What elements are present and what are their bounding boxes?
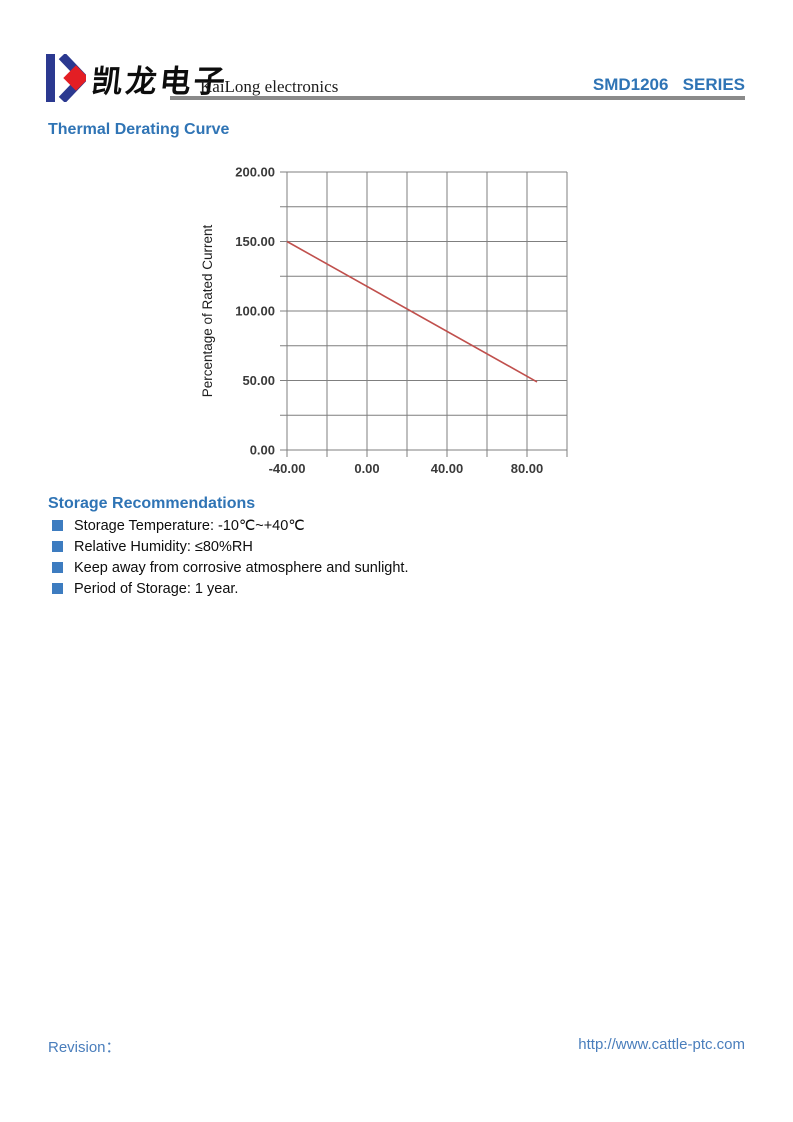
revision-label: Revision： [48,1039,121,1056]
bullet-square-icon [52,541,63,552]
bullet-square-icon [52,562,63,573]
thermal-derating-chart: 0.00 50.00 100.00 150.00 200.00 -40.00 0.00 40.… [192,155,592,485]
bullet-item-text: Storage Temperature: -10℃~+40℃ [74,517,305,534]
thermal-derating-chart-svg: 0.00 50.00 100.00 150.00 200.00 -40.00 0.00 40.… [200,165,568,476]
thermal-derating-line [286,240,538,383]
series-title: SMD1206 SERIES [592,75,745,94]
bullet-square-icon [52,583,63,594]
storage-recommendation-item: Keep away from corrosive atmosphere and … [52,557,408,578]
x-tick-label: -40.00 [269,461,306,476]
y-tick-label: 100.00 [235,304,275,319]
y-tick-label: 200.00 [235,165,275,180]
storage-recommendation-item: Relative Humidity: ≤80%RH [52,536,408,557]
header-divider [170,96,745,100]
bullet-item-text: Relative Humidity: ≤80%RH [74,538,253,555]
logo-english-name: KaiLong electronics [200,77,339,96]
storage-recommendations-list: Storage Temperature: -10℃~+40℃ Relative H… [52,515,408,599]
storage-recommendation-item: Storage Temperature: -10℃~+40℃ [52,515,408,536]
x-tick-label: 0.00 [354,461,379,476]
y-tick-label: 0.00 [250,443,275,458]
kailong-logo-icon [46,52,90,104]
section-title-thermal-derating: Thermal Derating Curve [48,121,230,138]
y-tick-label: 50.00 [242,373,275,388]
website-link[interactable]: http://www.cattle-ptc.com [578,1036,745,1053]
x-tick-label: 80.00 [511,461,544,476]
section-title-storage-recommendations: Storage Recommendations [48,495,256,512]
x-tick-label: 40.00 [431,461,464,476]
storage-recommendation-item: Period of Storage: 1 year. [52,578,408,599]
y-axis-title: Percentage of Rated Current [200,224,215,397]
kailong-logo-svg [46,52,90,104]
y-tick-label: 150.00 [235,234,275,249]
bullet-item-text: Period of Storage: 1 year. [74,580,239,597]
bullet-square-icon [52,520,63,531]
bullet-item-text: Keep away from corrosive atmosphere and … [74,559,409,576]
